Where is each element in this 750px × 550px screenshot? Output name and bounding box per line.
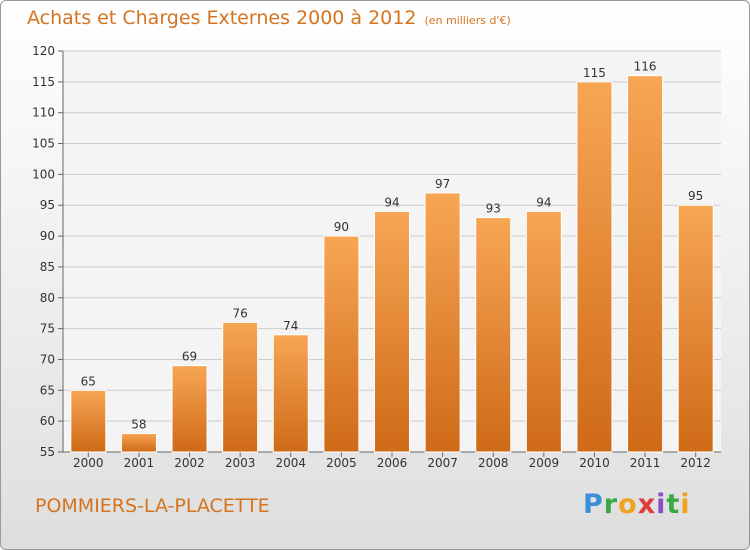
y-tick-label: 70 xyxy=(40,352,55,366)
chart-title: Achats et Charges Externes 2000 à 2012 (e… xyxy=(27,7,511,29)
y-tick-label: 105 xyxy=(32,137,55,151)
data-label-2004: 74 xyxy=(283,319,298,333)
x-tick-label-2012: 2012 xyxy=(680,456,711,470)
y-tick-label: 60 xyxy=(40,414,55,428)
bar-2006 xyxy=(374,210,410,453)
bar-2007 xyxy=(424,192,461,453)
data-label-2008: 93 xyxy=(486,202,501,216)
x-tick-label-2001: 2001 xyxy=(124,456,155,470)
bar-2005 xyxy=(323,235,360,453)
bar-2011 xyxy=(627,75,664,453)
x-tick-label-2006: 2006 xyxy=(377,456,408,470)
x-tick-label-2000: 2000 xyxy=(73,456,104,470)
data-label-2001: 58 xyxy=(131,417,146,431)
data-label-2006: 94 xyxy=(384,195,399,209)
data-label-2011: 116 xyxy=(634,60,657,74)
bar-2012 xyxy=(677,204,714,453)
y-tick-label: 100 xyxy=(32,167,55,181)
x-tick-label-2008: 2008 xyxy=(478,456,509,470)
proxiti-logo: Proxiti xyxy=(583,489,691,520)
bars xyxy=(70,75,714,453)
x-tick-label-2009: 2009 xyxy=(529,456,560,470)
bar-2002 xyxy=(171,365,208,453)
y-tick-label: 90 xyxy=(40,229,55,243)
data-label-2003: 76 xyxy=(233,306,248,320)
x-tick-label-2002: 2002 xyxy=(174,456,205,470)
place-name: POMMIERS-LA-PLACETTE xyxy=(35,495,270,517)
bar-2001 xyxy=(120,432,157,453)
data-label-2012: 95 xyxy=(688,189,703,203)
data-label-2005: 90 xyxy=(334,220,349,234)
y-tick-label: 55 xyxy=(40,445,55,459)
bar-2009 xyxy=(525,210,562,453)
chart-title-text: Achats et Charges Externes 2000 à 2012 xyxy=(27,7,417,29)
data-label-2010: 115 xyxy=(583,66,606,80)
x-tick-label-2010: 2010 xyxy=(579,456,610,470)
y-tick-label: 85 xyxy=(40,260,55,274)
y-tick-label: 110 xyxy=(32,106,55,120)
data-label-2007: 97 xyxy=(435,177,450,191)
x-tick-label-2007: 2007 xyxy=(427,456,458,470)
x-tick-label-2005: 2005 xyxy=(326,456,357,470)
x-tick-label-2004: 2004 xyxy=(275,456,306,470)
x-tick-label-2003: 2003 xyxy=(225,456,256,470)
tick-labels: 55 60 65 70 75 80 85 90 95 100 105 110 115 120 2000 200… xyxy=(32,44,711,470)
y-tick-label: 95 xyxy=(40,198,55,212)
y-tick-label: 65 xyxy=(40,383,55,397)
y-tick-label: 80 xyxy=(40,291,55,305)
data-label-2002: 69 xyxy=(182,350,197,364)
bar-2000 xyxy=(70,389,107,453)
data-label-2000: 65 xyxy=(81,374,96,388)
data-labels: 65 58 69 76 74 90 94 97 93 94 115 116 95 xyxy=(81,60,704,432)
y-tick-label: 75 xyxy=(40,322,55,336)
bar-2010 xyxy=(576,81,613,453)
bar-2003 xyxy=(222,321,259,453)
data-label-2009: 94 xyxy=(536,195,551,209)
y-tick-label: 120 xyxy=(32,44,55,58)
bar-2004 xyxy=(272,334,309,453)
bar-2008 xyxy=(475,217,512,453)
x-tick-label-2011: 2011 xyxy=(630,456,661,470)
y-tick-label: 115 xyxy=(32,75,55,89)
chart-unit: (en milliers d'€) xyxy=(424,14,511,27)
